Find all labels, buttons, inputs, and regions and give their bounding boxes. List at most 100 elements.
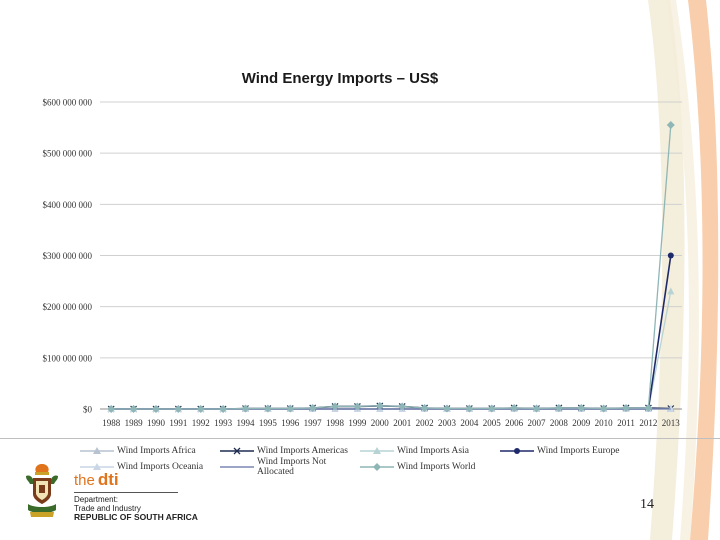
y-tick-label: $100 000 000: [43, 353, 93, 363]
x-tick-label: 2009: [572, 418, 591, 428]
data-point-world: [286, 404, 295, 413]
ribbon-cream-right: [666, 0, 699, 540]
series-line-europe: [111, 255, 672, 410]
legend-label-world: Wind Imports World: [397, 462, 476, 472]
data-point-world: [532, 404, 541, 413]
legend-swatch-americas: [220, 447, 254, 455]
x-tick-label: 1991: [169, 418, 187, 428]
data-point-world: [599, 404, 608, 413]
data-point-world: [554, 403, 563, 412]
ribbon-orange: [688, 0, 719, 540]
data-point-world: [308, 403, 317, 412]
ribbon-cream-left: [648, 0, 685, 540]
data-point-world: [510, 403, 519, 412]
data-point-world: [442, 404, 451, 413]
data-point-world: [129, 405, 138, 413]
legend-item-africa: Wind Imports Africa: [80, 446, 220, 456]
legend-item-americas: Wind Imports Americas: [220, 446, 360, 456]
legend-row-2: Wind Imports Oceania Wind Imports Not Al…: [80, 457, 680, 477]
legend-swatch-oceania: [80, 463, 114, 470]
legend-swatch-europe: [500, 448, 534, 454]
x-tick-label: 2004: [460, 418, 479, 428]
y-tick-label: $500 000 000: [43, 149, 93, 159]
legend-label-not-allocated: Wind Imports Not Allocated: [257, 457, 327, 477]
legend-label-asia: Wind Imports Asia: [397, 446, 469, 456]
series-line-asia: [111, 291, 672, 410]
x-tick-label: 1995: [259, 418, 278, 428]
data-point-world: [420, 403, 429, 412]
data-point-world: [353, 402, 362, 411]
brand-rule: [74, 492, 178, 493]
data-point-world: [219, 405, 228, 413]
data-point-world: [622, 403, 631, 412]
x-tick-label: 1992: [192, 418, 210, 428]
x-tick-label: 2003: [438, 418, 457, 428]
x-tick-label: 2008: [550, 418, 569, 428]
legend-swatch-asia: [360, 447, 394, 454]
x-tick-label: 1994: [237, 418, 256, 428]
x-tick-label: 1988: [102, 418, 121, 428]
data-point-europe: [667, 252, 674, 259]
legend-label-oceania: Wind Imports Oceania: [117, 462, 204, 472]
data-point-world: [263, 404, 272, 413]
legend-swatch-world: [360, 463, 394, 471]
x-tick-label: 2001: [393, 418, 411, 428]
legend-row-1: Wind Imports Africa Wind Imports America…: [80, 443, 680, 459]
x-tick-label: 1999: [348, 418, 367, 428]
x-axis-tick-labels: 1988 1989 1990 1991 1992 1993 1994 1995 1996 1997…: [102, 418, 680, 428]
x-tick-label: 2005: [483, 418, 502, 428]
data-point-world: [644, 403, 653, 412]
dti-wordmark: the dti: [74, 470, 198, 490]
legend-item-not-allocated: Wind Imports Not Allocated: [220, 457, 360, 477]
department-label: Department:: [74, 495, 119, 504]
legend-item-europe: Wind Imports Europe: [500, 446, 640, 456]
x-tick-label: 2013: [662, 418, 681, 428]
legend-label-africa: Wind Imports Africa: [117, 446, 196, 456]
x-tick-label: 2010: [595, 418, 614, 428]
x-tick-label: 1989: [125, 418, 144, 428]
x-tick-label: 1990: [147, 418, 166, 428]
data-point-oceania: [667, 405, 675, 412]
y-tick-label: $400 000 000: [43, 200, 93, 210]
data-point-world: [398, 402, 407, 411]
chart-title: Wind Energy Imports – US$: [241, 70, 439, 87]
data-point-asia: [667, 287, 675, 295]
legend-swatch-africa: [80, 447, 114, 454]
legend-item-asia: Wind Imports Asia: [360, 446, 500, 456]
data-point-world: [465, 404, 474, 413]
x-tick-label: 2002: [416, 418, 434, 428]
series-line-world: [111, 124, 672, 410]
legend-label-americas: Wind Imports Americas: [257, 446, 348, 456]
x-tick-label: 2006: [505, 418, 524, 428]
data-point-world: [107, 405, 116, 413]
x-tick-label: 1997: [304, 418, 323, 428]
legend-swatch-not-allocated: [220, 466, 254, 468]
x-tick-label: 2000: [371, 418, 390, 428]
gridlines: [100, 101, 682, 410]
data-point-world: [174, 405, 183, 413]
republic-label: REPUBLIC OF SOUTH AFRICA: [74, 512, 198, 522]
line-chart: $0 $100 000 000 $200 000 000 $300 000 000 $4…: [43, 98, 682, 428]
x-tick-label: 1998: [326, 418, 345, 428]
data-point-world: [375, 401, 384, 410]
x-tick-label: 2007: [528, 418, 547, 428]
data-point-world: [196, 405, 205, 413]
legend-item-oceania: Wind Imports Oceania: [80, 462, 220, 472]
y-tick-label: $300 000 000: [43, 251, 93, 261]
y-tick-label: $200 000 000: [43, 302, 93, 312]
dti-brand-block: the dti Department: Trade and Industry RE…: [74, 470, 198, 522]
x-tick-label: 1993: [214, 418, 233, 428]
y-tick-label: $600 000 000: [43, 98, 93, 108]
y-tick-label: $0: [83, 405, 93, 415]
page-number: 14: [640, 497, 654, 512]
legend-item-world: Wind Imports World: [360, 462, 500, 472]
coat-of-arms-logo: [26, 464, 58, 517]
x-tick-label: 2011: [617, 418, 635, 428]
brand-dti: dti: [97, 470, 119, 489]
chart-legend: Wind Imports Africa Wind Imports America…: [80, 443, 680, 477]
footer-divider: [0, 438, 720, 439]
legend-label-europe: Wind Imports Europe: [537, 446, 620, 456]
data-point-world: [577, 403, 586, 412]
